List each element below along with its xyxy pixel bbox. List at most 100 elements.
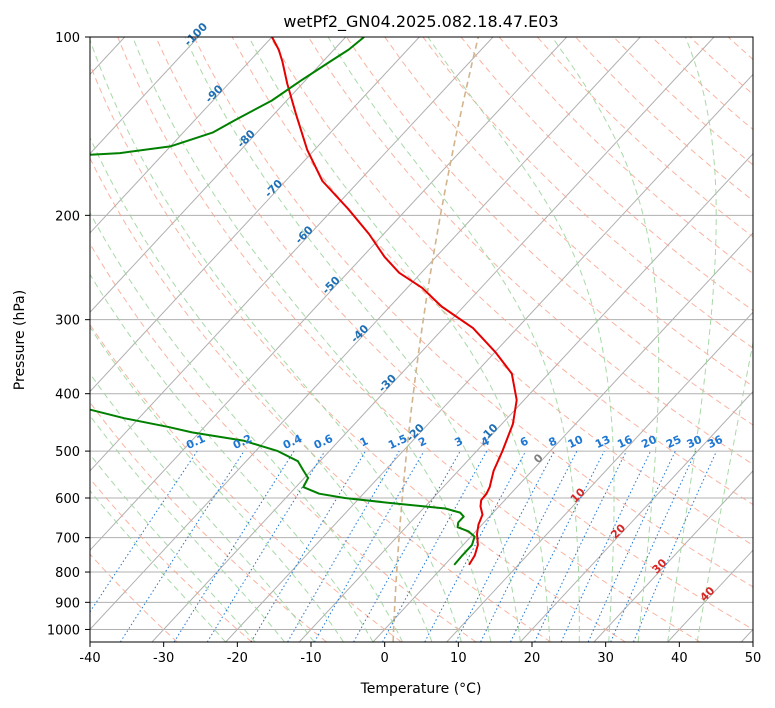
mixing-ratio-label: 3 [453, 434, 465, 449]
x-tick-label: 0 [381, 651, 389, 666]
mixing-ratio-label: 25 [664, 433, 683, 451]
dry-adiabat-line [90, 242, 477, 642]
mixing-ratio-lines [90, 450, 718, 642]
mixing-ratio-line [560, 450, 652, 642]
y-tick-label: 300 [55, 314, 80, 329]
moist-adiabat-line [90, 453, 256, 642]
x-tick-label: 10 [450, 651, 467, 666]
isotherm-line [90, 37, 347, 313]
mixing-ratio-line [510, 450, 605, 642]
dry-adiabat-line [90, 323, 402, 642]
dry-adiabat-line [155, 37, 753, 630]
isotherm-label: -60 [293, 223, 316, 246]
mixing-ratio-line [353, 450, 461, 642]
mixing-ratio-label: 6 [518, 434, 531, 449]
mixing-ratio-line [480, 450, 578, 642]
dry-adiabat-line [90, 553, 178, 642]
moist-adiabat-line [90, 136, 433, 642]
isotherm-label: -70 [262, 177, 285, 200]
mixing-ratio-line [206, 450, 326, 642]
mixing-ratio-label: 20 [639, 433, 659, 451]
isotherm-label: 20 [608, 521, 628, 541]
lcl-curve-line [392, 37, 480, 642]
mixing-ratio-line [173, 450, 295, 642]
mixing-ratio-label: 36 [705, 433, 725, 451]
isotherm-line [298, 152, 753, 642]
pressure-gridlines [90, 37, 753, 630]
x-tick-label: -40 [79, 651, 100, 666]
mixing-ratio-label: 8 [547, 434, 559, 449]
dry-adiabat-line [90, 157, 551, 642]
moist-adiabat-line [327, 37, 580, 642]
isotherm-line [446, 311, 753, 642]
dry-adiabat-line [90, 401, 327, 642]
mixing-ratio-label: 10 [566, 433, 586, 451]
x-tick-label: 30 [597, 651, 614, 666]
x-axis-label: Temperature (°C) [360, 681, 482, 697]
moist-adiabat-line [90, 414, 285, 642]
dry-adiabat-line [117, 37, 701, 642]
isotherm-line [225, 73, 753, 642]
dry-adiabat-line [90, 478, 253, 642]
isotherm-line [593, 470, 753, 642]
y-tick-label: 1000 [47, 623, 80, 638]
isotherm-line [667, 549, 753, 642]
mixing-ratio-line [119, 450, 245, 642]
x-tick-label: -30 [153, 651, 174, 666]
mixing-ratio-label: 30 [685, 433, 705, 451]
moist-adiabat-line [184, 37, 521, 642]
isotherm-label: -90 [203, 82, 226, 105]
dry-adiabat-line [269, 37, 753, 506]
isotherm-line [740, 628, 753, 642]
isotherm-label: 40 [697, 584, 717, 604]
mixing-ratio-label: 1 [358, 434, 370, 449]
isotherm-line [90, 37, 199, 155]
y-tick-label: 400 [55, 388, 80, 403]
moist-adiabat-line [90, 489, 227, 642]
chart-title: wetPf2_GN04.2025.082.18.47.E03 [283, 12, 558, 32]
moist-adiabat-lines [90, 37, 753, 642]
moist-adiabat-line [667, 37, 717, 642]
moist-adiabat-line [132, 37, 492, 642]
dry-adiabat-line [346, 37, 753, 426]
y-tick-label: 200 [55, 209, 80, 224]
mixing-ratio-line [382, 450, 488, 642]
mixing-ratio-label: 2 [416, 434, 428, 449]
mixing-ratio-line [587, 450, 676, 642]
moist-adiabat-line [90, 372, 315, 642]
moist-adiabat-line [551, 37, 660, 642]
isotherm-label: 10 [568, 485, 588, 505]
mixing-ratio-label: 0.2 [231, 432, 254, 452]
isotherm-label: -80 [235, 127, 258, 150]
isotherm-lines [90, 37, 753, 642]
dry-adiabat-line [231, 37, 753, 546]
y-tick-label: 800 [55, 566, 80, 581]
x-tick-label: 20 [524, 651, 541, 666]
mixing-ratio-line [90, 450, 198, 613]
moist-adiabat-line [90, 211, 403, 642]
dry-adiabat-line [90, 63, 626, 642]
x-tick-label: -20 [227, 651, 248, 666]
isotherm-line [372, 232, 753, 642]
moist-adiabat-line [90, 326, 344, 642]
mixing-ratio-label: 13 [593, 433, 612, 451]
dry-adiabat-line [384, 37, 753, 387]
isotherm-line [90, 37, 641, 631]
y-tick-label: 600 [55, 492, 80, 507]
y-tick-label: 500 [55, 445, 80, 460]
x-tick-label: 50 [745, 651, 762, 666]
mixing-ratio-line [633, 450, 718, 642]
dry-adiabat-lines [90, 37, 753, 642]
y-tick-label: 700 [55, 532, 80, 547]
isotherm-label: 30 [650, 556, 670, 576]
moist-adiabat-line [696, 339, 753, 642]
y-tick-label: 900 [55, 596, 80, 611]
isotherm-line [90, 37, 420, 393]
dry-adiabat-line [537, 37, 753, 238]
temperature-profile-line [271, 37, 518, 566]
dry-adiabat-line [460, 37, 753, 312]
moist-adiabat-line [90, 38, 462, 642]
moist-adiabat-line [248, 37, 551, 642]
isotherm-label: -30 [376, 372, 399, 395]
